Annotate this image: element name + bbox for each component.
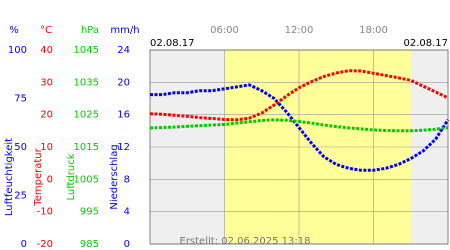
y-tick-label: 10 <box>40 142 53 153</box>
y-tick-label: 8 <box>124 174 130 185</box>
y-tick-label: 0 <box>21 239 27 250</box>
y-tick-label: -20 <box>37 239 53 250</box>
date-right: 02.08.17 <box>403 38 448 49</box>
y-tick-label: 12 <box>117 142 130 153</box>
y-tick-label: 16 <box>117 110 130 121</box>
axis-title: Niederschlag <box>109 144 120 209</box>
y-tick-label: 20 <box>40 110 53 121</box>
axis-title: Luftfeuchtigkeit <box>4 138 15 216</box>
y-tick-label: 1025 <box>74 110 99 121</box>
axis-unit: hPa <box>81 25 99 36</box>
y-tick-label: 1035 <box>74 77 99 88</box>
y-tick-label: 4 <box>124 207 130 218</box>
y-tick-label: 20 <box>117 77 130 88</box>
y-tick-label: 25 <box>14 191 27 202</box>
y-tick-label: 30 <box>40 77 53 88</box>
y-tick-label: 100 <box>8 45 27 56</box>
y-tick-label: 1005 <box>74 174 99 185</box>
y-tick-label: 995 <box>80 207 99 218</box>
y-tick-label: 75 <box>14 94 27 105</box>
plot-frame <box>149 49 449 245</box>
axis-unit: % <box>9 25 19 36</box>
data-line <box>149 118 449 133</box>
axis-title: Temperatur <box>33 147 44 206</box>
y-tick-label: 985 <box>80 239 99 250</box>
y-tick-label: 0 <box>47 174 53 185</box>
y-tick-label: 0 <box>124 239 130 250</box>
y-tick-label: 1015 <box>74 142 99 153</box>
y-tick-label: 40 <box>40 45 53 56</box>
footer: Erstellt: 02.06.2025 13:18 <box>180 236 311 247</box>
y-tick-label: 50 <box>14 142 27 153</box>
data-line <box>149 69 449 122</box>
x-tick-label: 12:00 <box>285 25 314 36</box>
axis-unit: mm/h <box>110 25 139 36</box>
data-line <box>150 83 450 172</box>
axis-unit: °C <box>40 25 52 36</box>
y-tick-label: 1045 <box>74 45 99 56</box>
date-left: 02.08.17 <box>150 38 195 49</box>
x-tick-label: 06:00 <box>210 25 239 36</box>
x-tick-label: 18:00 <box>359 25 388 36</box>
axis-title: Luftdruck <box>66 153 77 200</box>
y-tick-label: -10 <box>37 207 53 218</box>
y-tick-label: 24 <box>117 45 130 56</box>
